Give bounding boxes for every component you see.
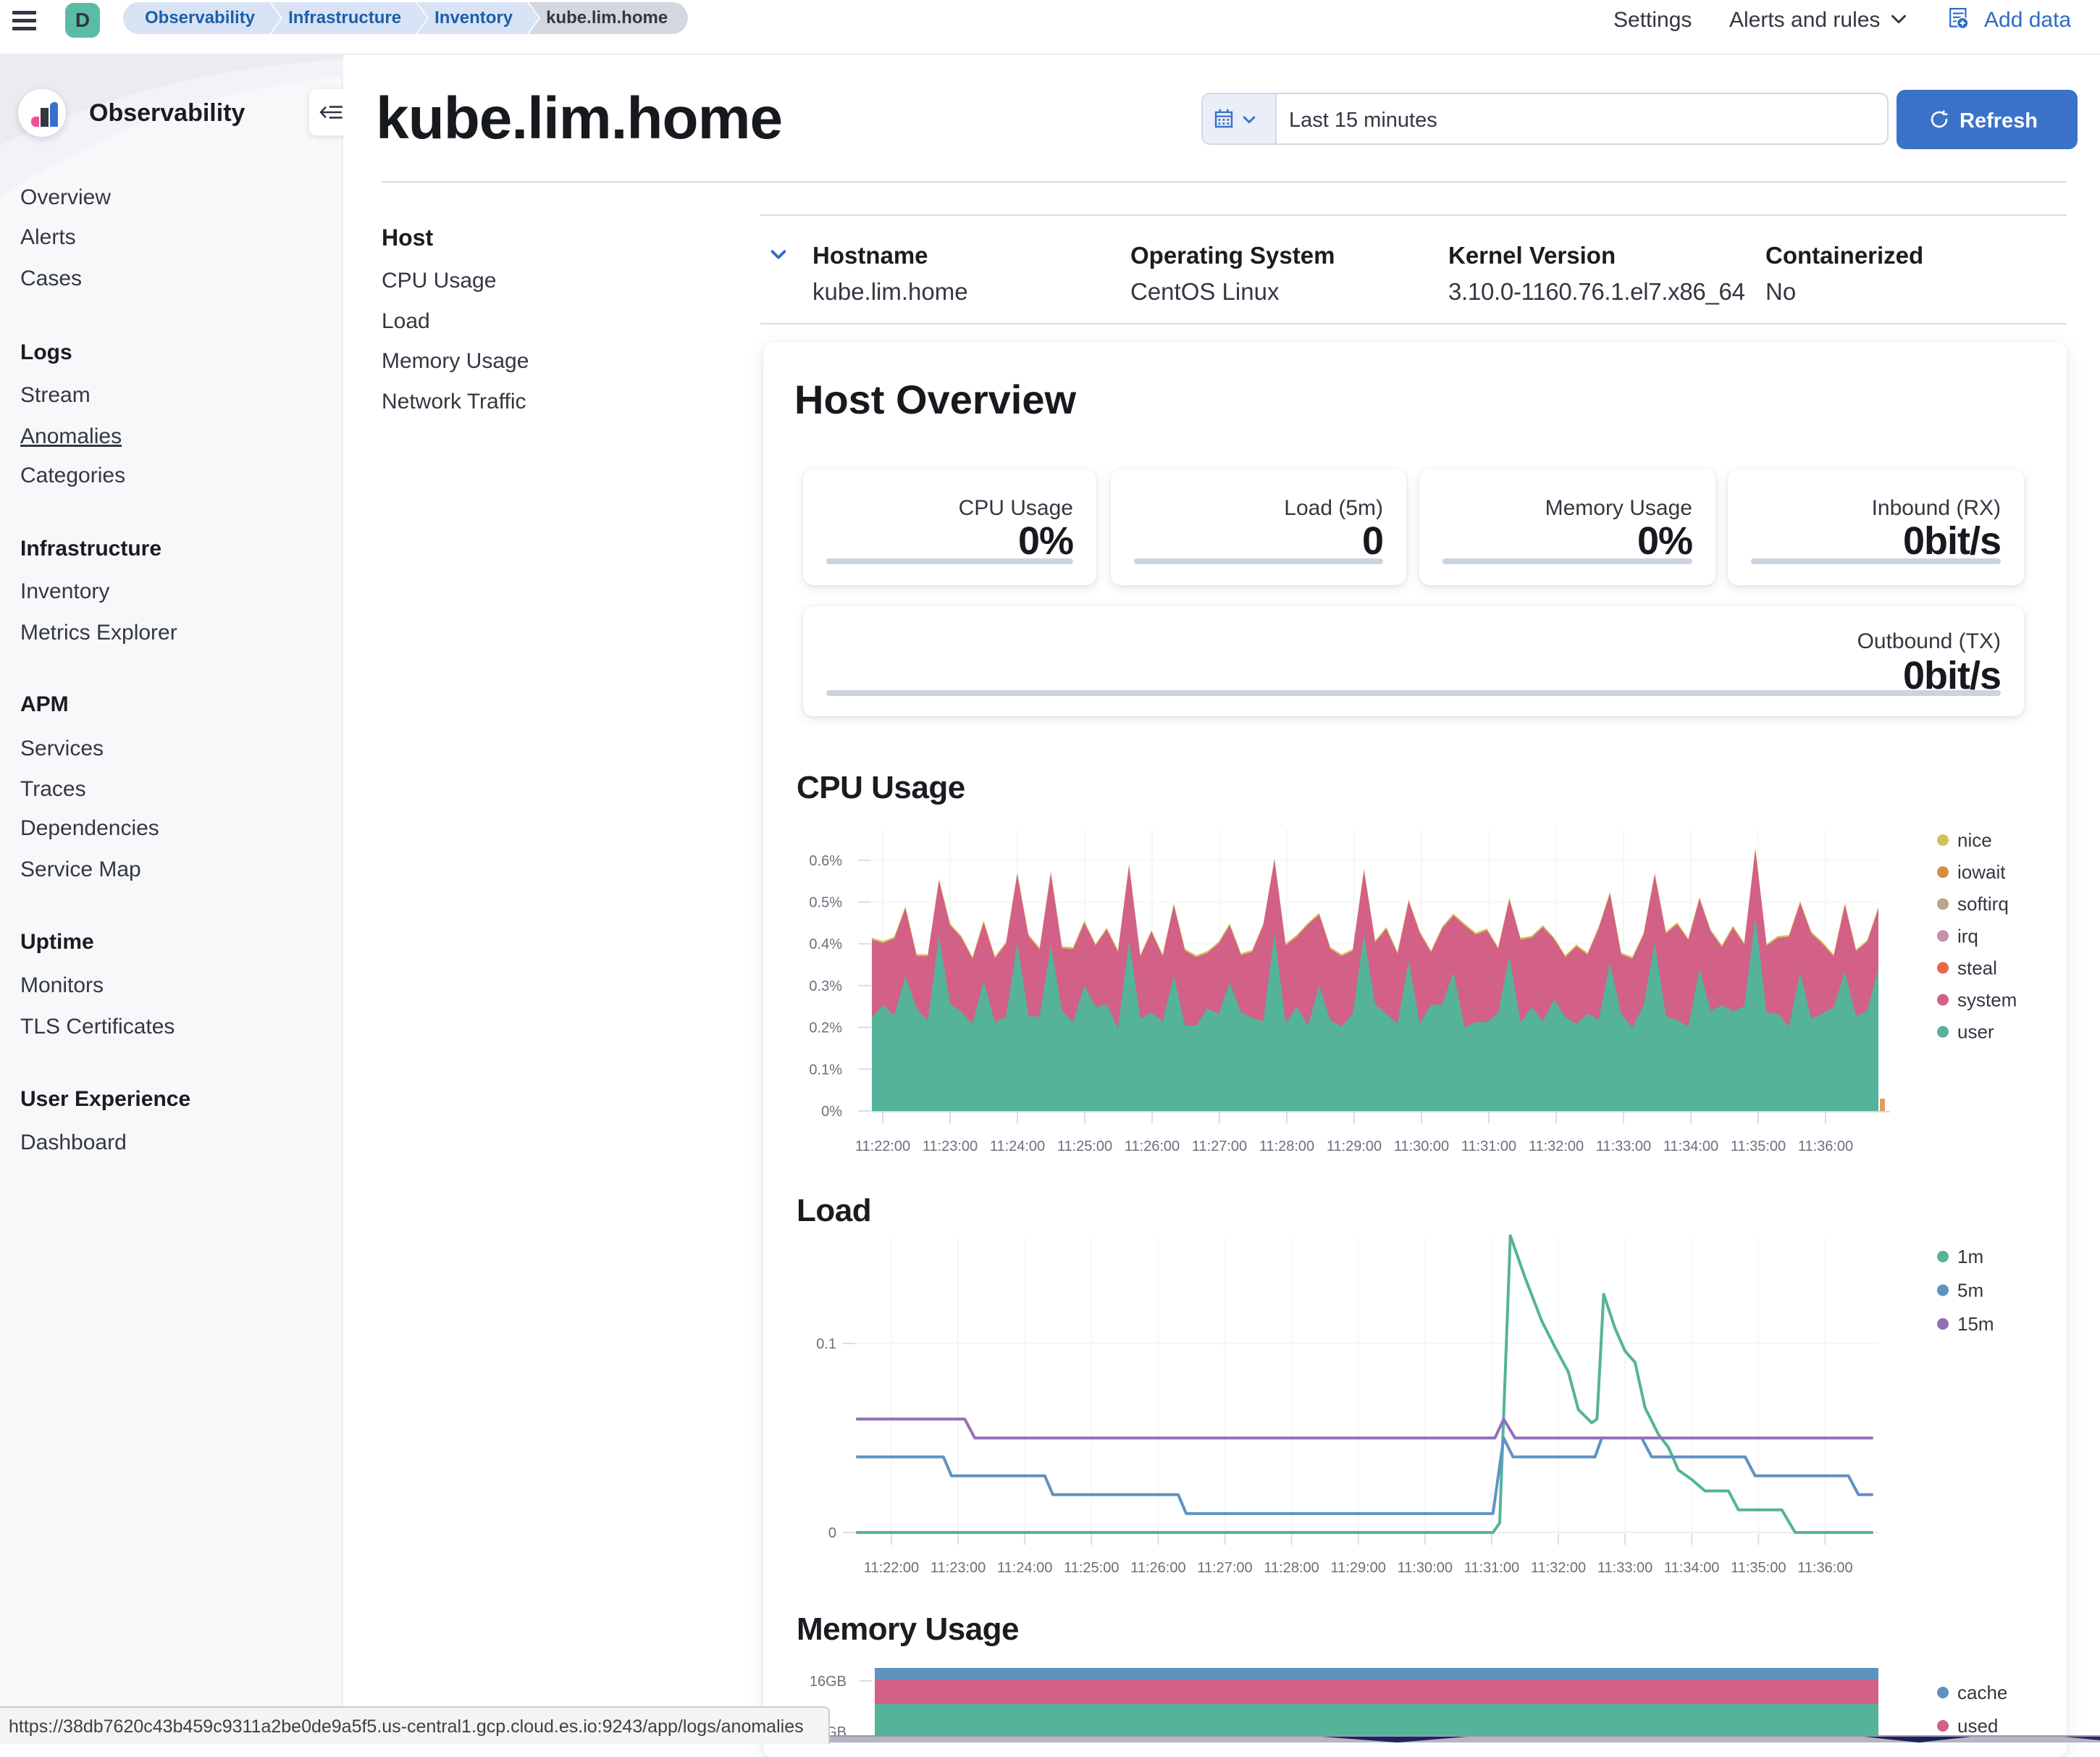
svg-text:11:34:00: 11:34:00	[1663, 1139, 1718, 1154]
svg-text:11:36:00: 11:36:00	[1798, 1139, 1853, 1154]
svg-text:used: used	[1957, 1715, 1998, 1737]
svg-text:11:29:00: 11:29:00	[1327, 1139, 1382, 1154]
svg-text:0: 0	[828, 1525, 836, 1541]
svg-text:0%: 0%	[821, 1104, 842, 1120]
svg-text:iowait: iowait	[1957, 861, 2006, 883]
svg-text:11:23:00: 11:23:00	[931, 1560, 986, 1576]
svg-text:0.4%: 0.4%	[809, 936, 842, 952]
svg-text:11:23:00: 11:23:00	[923, 1139, 978, 1154]
svg-text:11:33:00: 11:33:00	[1597, 1560, 1652, 1576]
svg-text:11:24:00: 11:24:00	[997, 1560, 1052, 1576]
svg-text:11:27:00: 11:27:00	[1192, 1139, 1247, 1154]
svg-text:softirq: softirq	[1957, 893, 2009, 915]
svg-text:11:35:00: 11:35:00	[1731, 1560, 1786, 1576]
svg-text:11:32:00: 11:32:00	[1531, 1560, 1586, 1576]
svg-text:11:25:00: 11:25:00	[1064, 1560, 1119, 1576]
svg-text:system: system	[1957, 989, 2017, 1011]
svg-text:5m: 5m	[1957, 1280, 1983, 1301]
svg-text:nice: nice	[1957, 829, 1992, 851]
svg-text:11:28:00: 11:28:00	[1259, 1139, 1314, 1154]
svg-text:11:36:00: 11:36:00	[1797, 1560, 1852, 1576]
svg-text:11:35:00: 11:35:00	[1731, 1139, 1786, 1154]
svg-text:11:30:00: 11:30:00	[1398, 1560, 1453, 1576]
svg-text:0.6%: 0.6%	[809, 853, 842, 869]
svg-text:11:22:00: 11:22:00	[864, 1560, 919, 1576]
svg-text:11:34:00: 11:34:00	[1664, 1560, 1719, 1576]
svg-text:16GB: 16GB	[810, 1674, 847, 1690]
svg-text:11:31:00: 11:31:00	[1461, 1139, 1516, 1154]
svg-text:11:31:00: 11:31:00	[1464, 1560, 1519, 1576]
svg-text:11:33:00: 11:33:00	[1596, 1139, 1651, 1154]
svg-text:11:30:00: 11:30:00	[1394, 1139, 1449, 1154]
svg-text:steal: steal	[1957, 957, 1997, 978]
svg-text:0.1: 0.1	[816, 1336, 836, 1352]
svg-text:user: user	[1957, 1021, 1994, 1043]
svg-text:11:26:00: 11:26:00	[1130, 1560, 1185, 1576]
svg-text:11:27:00: 11:27:00	[1197, 1560, 1252, 1576]
svg-text:11:25:00: 11:25:00	[1057, 1139, 1112, 1154]
svg-text:irq: irq	[1957, 925, 1978, 947]
svg-text:0.3%: 0.3%	[809, 978, 842, 994]
svg-text:cache: cache	[1957, 1682, 2007, 1703]
svg-text:11:22:00: 11:22:00	[855, 1139, 910, 1154]
svg-text:0.1%: 0.1%	[809, 1062, 842, 1078]
svg-text:11:26:00: 11:26:00	[1125, 1139, 1180, 1154]
svg-text:0.2%: 0.2%	[809, 1020, 842, 1036]
svg-text:0.5%: 0.5%	[809, 895, 842, 911]
svg-text:1m: 1m	[1957, 1246, 1983, 1267]
svg-text:11:24:00: 11:24:00	[990, 1139, 1045, 1154]
svg-text:11:28:00: 11:28:00	[1264, 1560, 1319, 1576]
svg-text:11:29:00: 11:29:00	[1331, 1560, 1386, 1576]
svg-text:11:32:00: 11:32:00	[1529, 1139, 1584, 1154]
svg-text:15m: 15m	[1957, 1313, 1994, 1335]
